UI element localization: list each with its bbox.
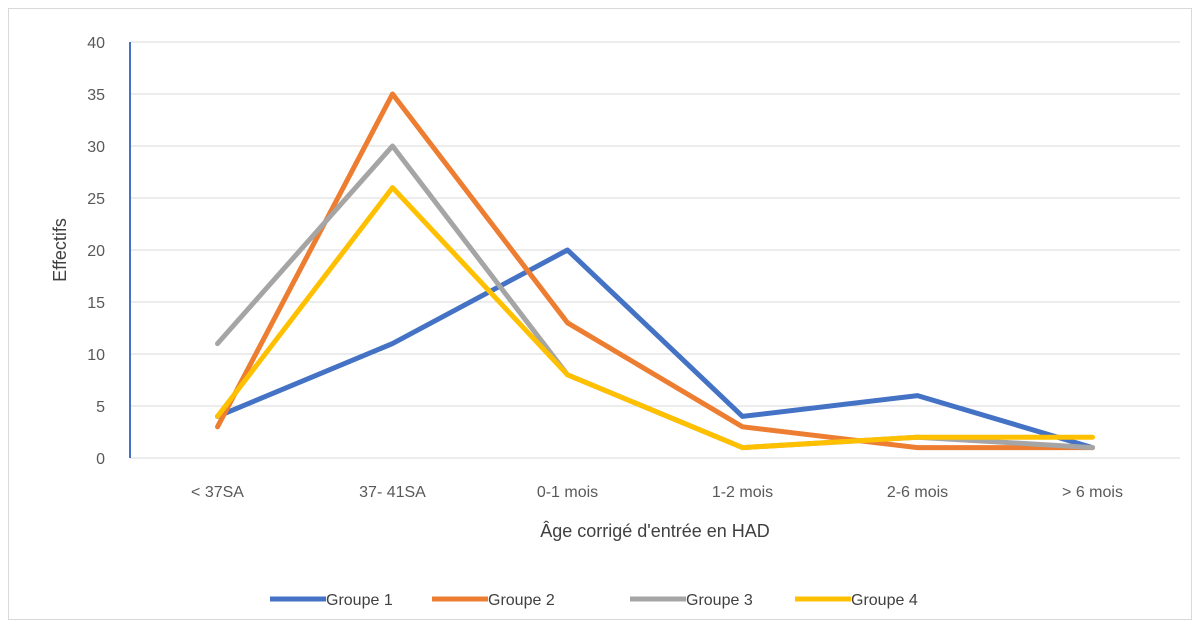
y-tick-label: 25 xyxy=(87,191,105,208)
series-line-4 xyxy=(215,185,1095,451)
x-tick-label: < 37SA xyxy=(191,484,244,501)
x-tick-label: 37- 41SA xyxy=(359,484,426,501)
legend-label-2: Groupe 2 xyxy=(488,592,555,609)
series-line-2 xyxy=(215,91,1095,451)
legend-label-1: Groupe 1 xyxy=(326,592,393,609)
x-tick-label: 2-6 mois xyxy=(887,484,948,501)
y-axis-ticks: 0 5 10 15 20 25 30 35 40 xyxy=(87,35,105,468)
series-line-1 xyxy=(215,247,1095,451)
y-tick-label: 0 xyxy=(96,451,105,468)
x-tick-label: 1-2 mois xyxy=(712,484,773,501)
x-axis-ticks: < 37SA 37- 41SA 0-1 mois 1-2 mois 2-6 mois > … xyxy=(191,484,1123,501)
gridlines xyxy=(130,41,1180,407)
y-tick-label: 30 xyxy=(87,139,105,156)
legend-label-4: Groupe 4 xyxy=(851,592,918,609)
x-axis-title: Âge corrigé d'entrée en HAD xyxy=(540,521,770,541)
series-line-3 xyxy=(215,143,1095,451)
y-tick-label: 20 xyxy=(87,243,105,260)
x-tick-label: 0-1 mois xyxy=(537,484,598,501)
y-tick-label: 15 xyxy=(87,295,105,312)
y-tick-label: 40 xyxy=(87,35,105,52)
y-tick-label: 35 xyxy=(87,87,105,104)
series-lines xyxy=(215,91,1095,451)
y-axis-title: Effectifs xyxy=(50,218,70,282)
chart-frame xyxy=(8,8,1192,620)
y-tick-label: 5 xyxy=(96,399,105,416)
legend-label-3: Groupe 3 xyxy=(686,592,753,609)
y-tick-label: 10 xyxy=(87,347,105,364)
x-tick-label: > 6 mois xyxy=(1062,484,1123,501)
legend: Groupe 1 Groupe 2 Groupe 3 Groupe 4 xyxy=(270,592,918,609)
